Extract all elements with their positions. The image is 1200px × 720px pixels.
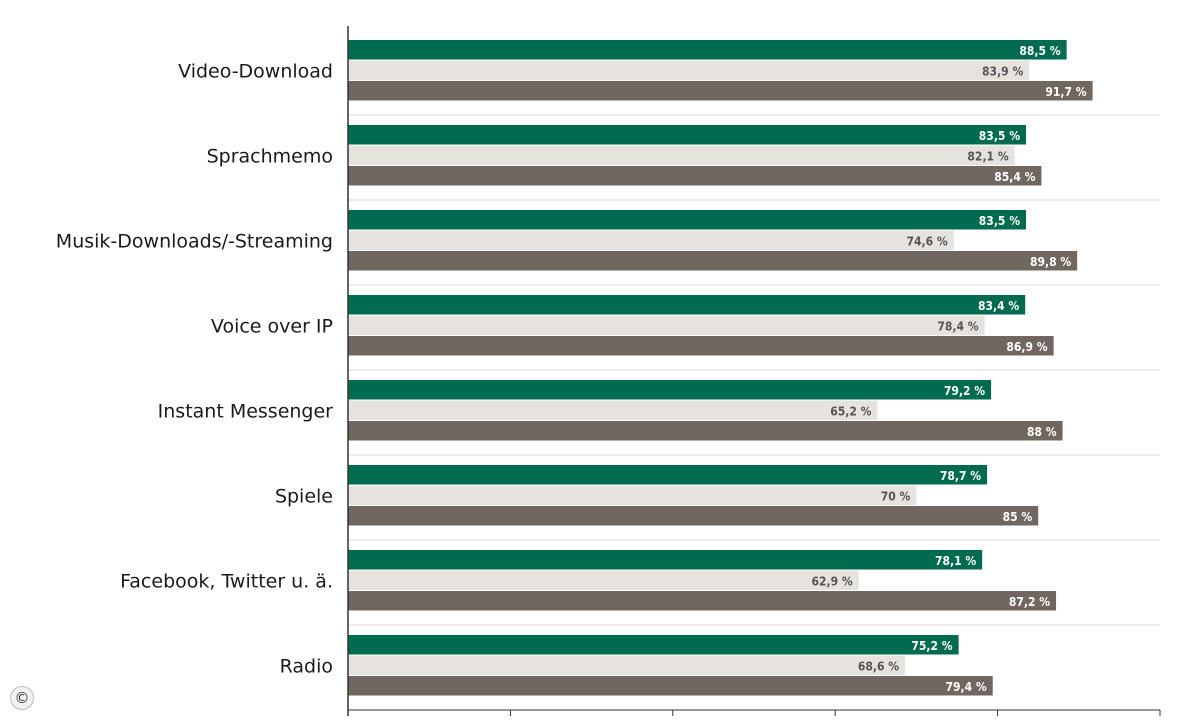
- category-label: Musik-Downloads/-Streaming: [56, 231, 333, 253]
- bar: [348, 485, 917, 505]
- bars: [348, 40, 1093, 696]
- data-label: 78,4 %: [937, 320, 978, 334]
- category-label: Radio: [280, 656, 333, 678]
- bar: [348, 655, 906, 675]
- bar: [348, 166, 1042, 186]
- data-label: 86,9 %: [1006, 340, 1047, 354]
- category-label: Sprachmemo: [207, 146, 333, 168]
- data-label: 83,4 %: [978, 299, 1019, 313]
- bar: [348, 506, 1039, 526]
- bar: [348, 676, 993, 696]
- data-label: 79,4 %: [946, 680, 987, 694]
- data-label: 83,5 %: [979, 214, 1020, 228]
- category-label: Facebook, Twitter u. ä.: [120, 571, 333, 593]
- data-label: 83,9 %: [982, 65, 1023, 79]
- bar: [348, 40, 1067, 60]
- data-label: 91,7 %: [1045, 85, 1086, 99]
- data-label: 82,1 %: [967, 150, 1008, 164]
- data-label: 88,5 %: [1019, 44, 1060, 58]
- value-labels: 88,5 % 83,9 % 91,7 % 83,5 % 82,1 % 85,4 % 83,5…: [812, 44, 1087, 694]
- bar: [348, 570, 859, 590]
- bar: [348, 400, 878, 420]
- bar: [348, 230, 954, 250]
- category-label: Instant Messenger: [158, 401, 334, 423]
- data-label: 70 %: [881, 490, 911, 504]
- data-label: 74,6 %: [907, 235, 948, 249]
- bar: [348, 81, 1093, 101]
- category-label: Video-Download: [178, 61, 333, 83]
- data-label: 78,7 %: [940, 469, 981, 483]
- data-label: 62,9 %: [812, 575, 853, 589]
- bar: [348, 145, 1015, 165]
- data-label: 85 %: [1003, 510, 1033, 524]
- category-labels: Video-Download Sprachmemo Musik-Downloads/…: [56, 61, 333, 678]
- bar: [348, 210, 1027, 230]
- bar: [348, 635, 959, 655]
- bar: [348, 315, 985, 335]
- data-label: 83,5 %: [979, 129, 1020, 143]
- bar: [348, 251, 1078, 271]
- data-label: 75,2 %: [911, 639, 952, 653]
- data-label: 68,6 %: [858, 660, 899, 674]
- data-label: 85,4 %: [994, 170, 1035, 184]
- bar: [348, 465, 988, 485]
- bar: [348, 591, 1057, 611]
- category-label: Voice over IP: [211, 316, 333, 338]
- data-label: 89,8 %: [1030, 255, 1071, 269]
- bar: [348, 295, 1026, 315]
- data-label: 65,2 %: [830, 405, 871, 419]
- bar: [348, 60, 1030, 80]
- data-label: 79,2 %: [944, 384, 985, 398]
- axes: [347, 26, 1161, 716]
- bar: [348, 125, 1027, 145]
- bar: [348, 336, 1054, 356]
- bar: [348, 421, 1063, 441]
- bar: [348, 380, 992, 400]
- bar: [348, 550, 983, 570]
- gridlines: [348, 114, 1160, 626]
- data-label: 87,2 %: [1009, 595, 1050, 609]
- category-label: Spiele: [275, 486, 333, 508]
- copyright-badge: ©: [10, 686, 34, 710]
- data-label: 88 %: [1027, 425, 1057, 439]
- data-label: 78,1 %: [935, 554, 976, 568]
